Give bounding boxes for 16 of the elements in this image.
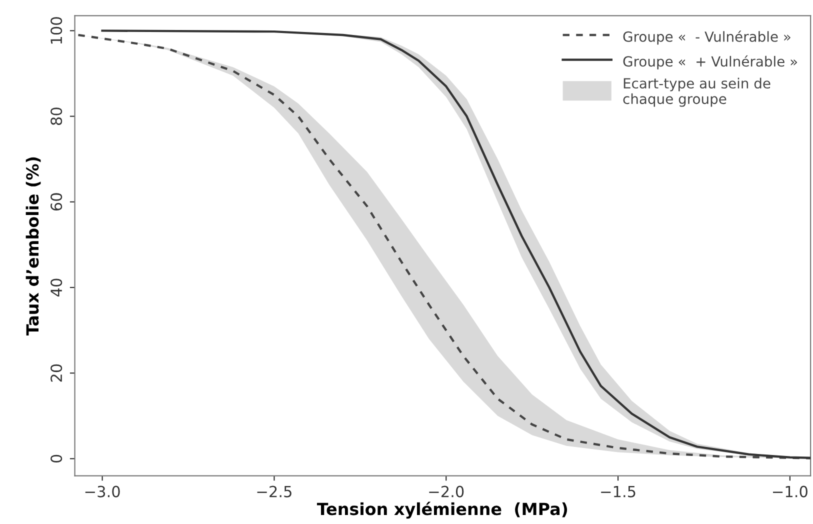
- legend-label: Groupe « + Vulnérable »: [623, 55, 797, 70]
- annotation: Ecart-type au sein de chaque groupe: [623, 78, 770, 107]
- y-tick-label: 20: [50, 364, 62, 382]
- legend-label: Groupe « - Vulnérable »: [623, 30, 790, 45]
- x-tick-label: −3.0: [85, 486, 120, 498]
- y-tick-label: 0: [50, 454, 62, 463]
- x-axis-title: Tension xylémienne (MPa): [316, 502, 568, 519]
- y-tick-label: 40: [50, 278, 62, 296]
- y-tick-label: 100: [50, 17, 62, 44]
- y-axis-title: Taux d’embolie (%): [26, 157, 41, 336]
- y-tick-label: 60: [50, 193, 62, 211]
- x-tick-label: −2.0: [429, 486, 464, 498]
- x-tick-label: −2.5: [257, 486, 292, 498]
- y-tick-label: 80: [50, 108, 62, 125]
- x-tick-label: −1.0: [773, 486, 808, 498]
- x-tick-label: −1.5: [601, 486, 636, 498]
